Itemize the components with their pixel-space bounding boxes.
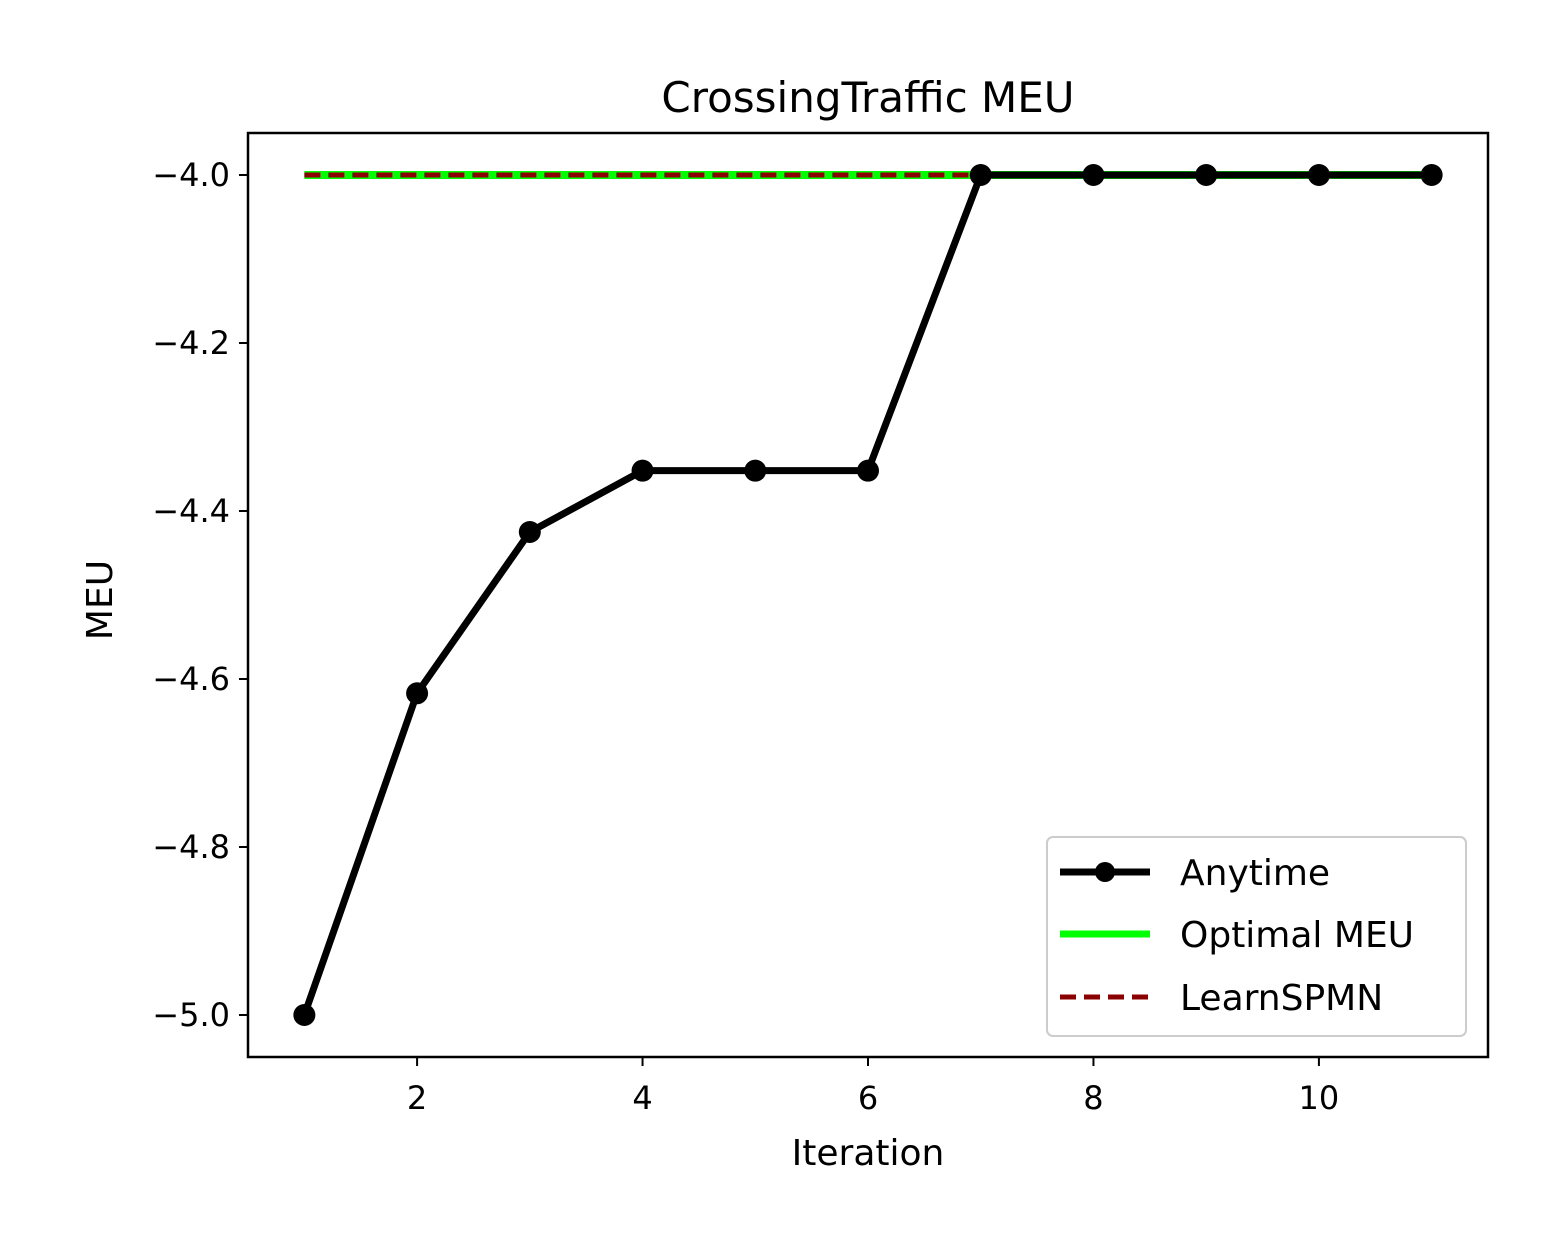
- legend-anytime-label: Anytime: [1180, 853, 1330, 894]
- x-tick-label: 10: [1299, 1079, 1340, 1117]
- x-tick-label: 6: [858, 1079, 878, 1117]
- series-anytime-point: [631, 459, 654, 482]
- chart-title: CrossingTraffic MEU: [661, 73, 1074, 122]
- y-tick-label: −4.4: [152, 492, 230, 530]
- series-anytime-point: [857, 459, 879, 482]
- series-anytime-point: [1195, 164, 1218, 186]
- legend-optimal-label: Optimal MEU: [1180, 915, 1414, 956]
- y-tick-label: −4.8: [152, 828, 230, 866]
- series-anytime-point: [1082, 164, 1105, 186]
- legend-learnspmn-label: LearnSPMN: [1180, 978, 1383, 1019]
- y-tick-label: −5.0: [152, 996, 230, 1034]
- series-anytime-point: [744, 459, 767, 482]
- series-anytime-point: [406, 682, 429, 705]
- plot-series: [293, 164, 1443, 1026]
- y-axis-label: MEU: [80, 560, 121, 640]
- x-axis-label: Iteration: [792, 1133, 945, 1174]
- legend-box: [1046, 836, 1467, 1037]
- series-anytime-point: [1420, 164, 1443, 186]
- series-anytime-point: [1307, 164, 1330, 186]
- series-anytime-point: [293, 1004, 316, 1026]
- legend-anytime-marker: [1095, 862, 1115, 882]
- x-tick-label: 4: [632, 1079, 652, 1117]
- legend: Anytime Optimal MEU LearnSPMN: [1046, 836, 1467, 1037]
- x-tick-label: 2: [407, 1079, 427, 1117]
- x-axis-ticks: 2 4 6 8 10: [407, 1057, 1339, 1117]
- series-anytime-point: [969, 164, 992, 186]
- y-axis-ticks: −4.0 −4.2 −4.4 −4.6 −4.8 −5.0: [152, 156, 248, 1034]
- x-tick-label: 8: [1083, 1079, 1103, 1117]
- y-tick-label: −4.2: [152, 324, 230, 362]
- y-tick-label: −4.0: [152, 156, 230, 194]
- series-anytime-point: [518, 521, 541, 543]
- y-tick-label: −4.6: [152, 660, 230, 698]
